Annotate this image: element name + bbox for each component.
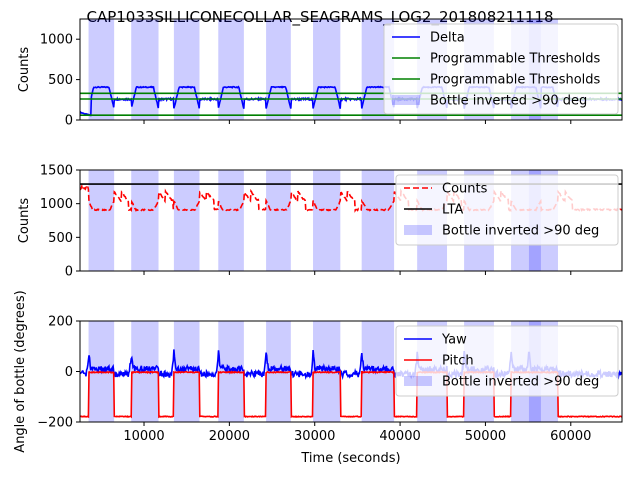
inverted-span [313, 170, 341, 271]
inverted-span [131, 170, 159, 271]
y-tick-label: 0 [65, 265, 73, 280]
legend-label: Counts [442, 182, 488, 197]
inverted-span [266, 170, 291, 271]
legend-swatch [404, 225, 432, 235]
y-axis-label: Angle of bottle (degrees) [13, 290, 28, 452]
inverted-span [88, 170, 115, 271]
inverted-span [218, 170, 244, 271]
legend-label: Bottle inverted >90 deg [442, 375, 599, 390]
legend-label: Programmable Thresholds [430, 52, 601, 67]
series-line-counts [80, 183, 622, 214]
inverted-span [173, 170, 200, 271]
x-tick-label: 60000 [550, 429, 591, 444]
panel-1: 0 500 1000 Counts Delta Programmable Threshol… [17, 18, 623, 129]
plot-frame [79, 169, 623, 272]
legend-label: Delta [430, 31, 465, 46]
y-tick-label: −200 [37, 416, 73, 431]
legend-box [383, 23, 619, 115]
y-tick-label: 0 [65, 114, 73, 129]
y-axis-label: Counts [17, 198, 32, 244]
legend-swatch [392, 95, 420, 105]
x-tick-label: 20000 [209, 429, 250, 444]
legend-label: Yaw [441, 333, 467, 348]
legend-swatch [404, 376, 432, 386]
y-tick-label: 1500 [40, 164, 73, 179]
x-tick-label: 50000 [465, 429, 506, 444]
panel-3: −200 0 200 10000 20000 30000 40000 50000 60000 An… [13, 290, 623, 453]
chart-title: CAP1033SILLICONECOLLAR_SEAGRAMS_LOG2_201… [86, 8, 553, 27]
inverted-span [88, 19, 115, 120]
y-tick-label: 500 [48, 73, 73, 88]
legend-label: Bottle inverted >90 deg [430, 94, 587, 109]
inverted-span [218, 19, 244, 120]
inverted-span [361, 170, 395, 271]
y-tick-label: 200 [48, 315, 73, 330]
legend-label: Bottle inverted >90 deg [442, 224, 599, 239]
inverted-span [313, 19, 341, 120]
inverted-span [131, 19, 159, 120]
y-tick-label: 500 [48, 231, 73, 246]
y-axis-label: Counts [17, 47, 32, 93]
legend-box [395, 174, 619, 246]
x-tick-label: 10000 [123, 429, 164, 444]
panel-2: 0 500 1000 1500 Counts Counts LTA Bottle invert… [17, 164, 623, 280]
inverted-span [266, 19, 291, 120]
y-tick-label: 0 [65, 365, 73, 380]
x-tick-label: 40000 [379, 429, 420, 444]
y-tick-label: 1000 [40, 197, 73, 212]
inverted-span [173, 19, 200, 120]
plot-frame [79, 18, 623, 121]
y-tick-label: 1000 [40, 33, 73, 48]
legend-label: Programmable Thresholds [430, 73, 601, 88]
legend-label: LTA [442, 203, 463, 218]
x-tick-label: 30000 [294, 429, 335, 444]
legend-box [395, 325, 619, 397]
legend-label: Pitch [442, 354, 474, 369]
x-axis-label: Time (seconds) [300, 451, 400, 466]
